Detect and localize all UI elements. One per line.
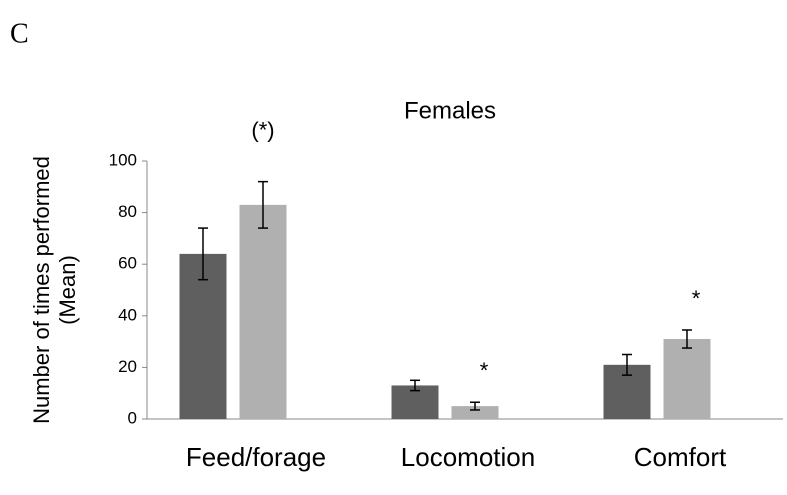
error-bar — [622, 353, 632, 376]
chart-title: Females — [404, 97, 496, 124]
bar — [451, 406, 499, 419]
annotation: (*) — [251, 117, 274, 142]
error-bar — [258, 180, 268, 229]
bar — [663, 339, 711, 419]
error-bar — [410, 379, 420, 392]
error-bar — [470, 401, 480, 411]
y-tick-label: 0 — [128, 408, 137, 427]
error-bar — [198, 227, 208, 281]
y-tick-label: 80 — [118, 202, 137, 221]
x-tick-label: Comfort — [634, 442, 727, 472]
bar — [239, 204, 287, 419]
y-tick-label: 60 — [118, 254, 137, 273]
panel-label: C — [10, 18, 29, 49]
y-tick-label: 40 — [118, 305, 137, 324]
y-tick-label: 20 — [118, 357, 137, 376]
x-tick-label: Locomotion — [401, 442, 535, 472]
y-axis-label: Number of times performed (Mean) — [29, 156, 80, 424]
y-label-line: Number of times performed — [29, 156, 54, 424]
y-label-line: (Mean) — [55, 255, 80, 325]
x-tick-label: Feed/forage — [186, 442, 326, 472]
bar — [179, 253, 227, 419]
annotation: * — [692, 286, 701, 311]
annotation: * — [480, 358, 489, 383]
y-tick-label: 100 — [109, 150, 137, 169]
error-bar — [682, 329, 692, 349]
